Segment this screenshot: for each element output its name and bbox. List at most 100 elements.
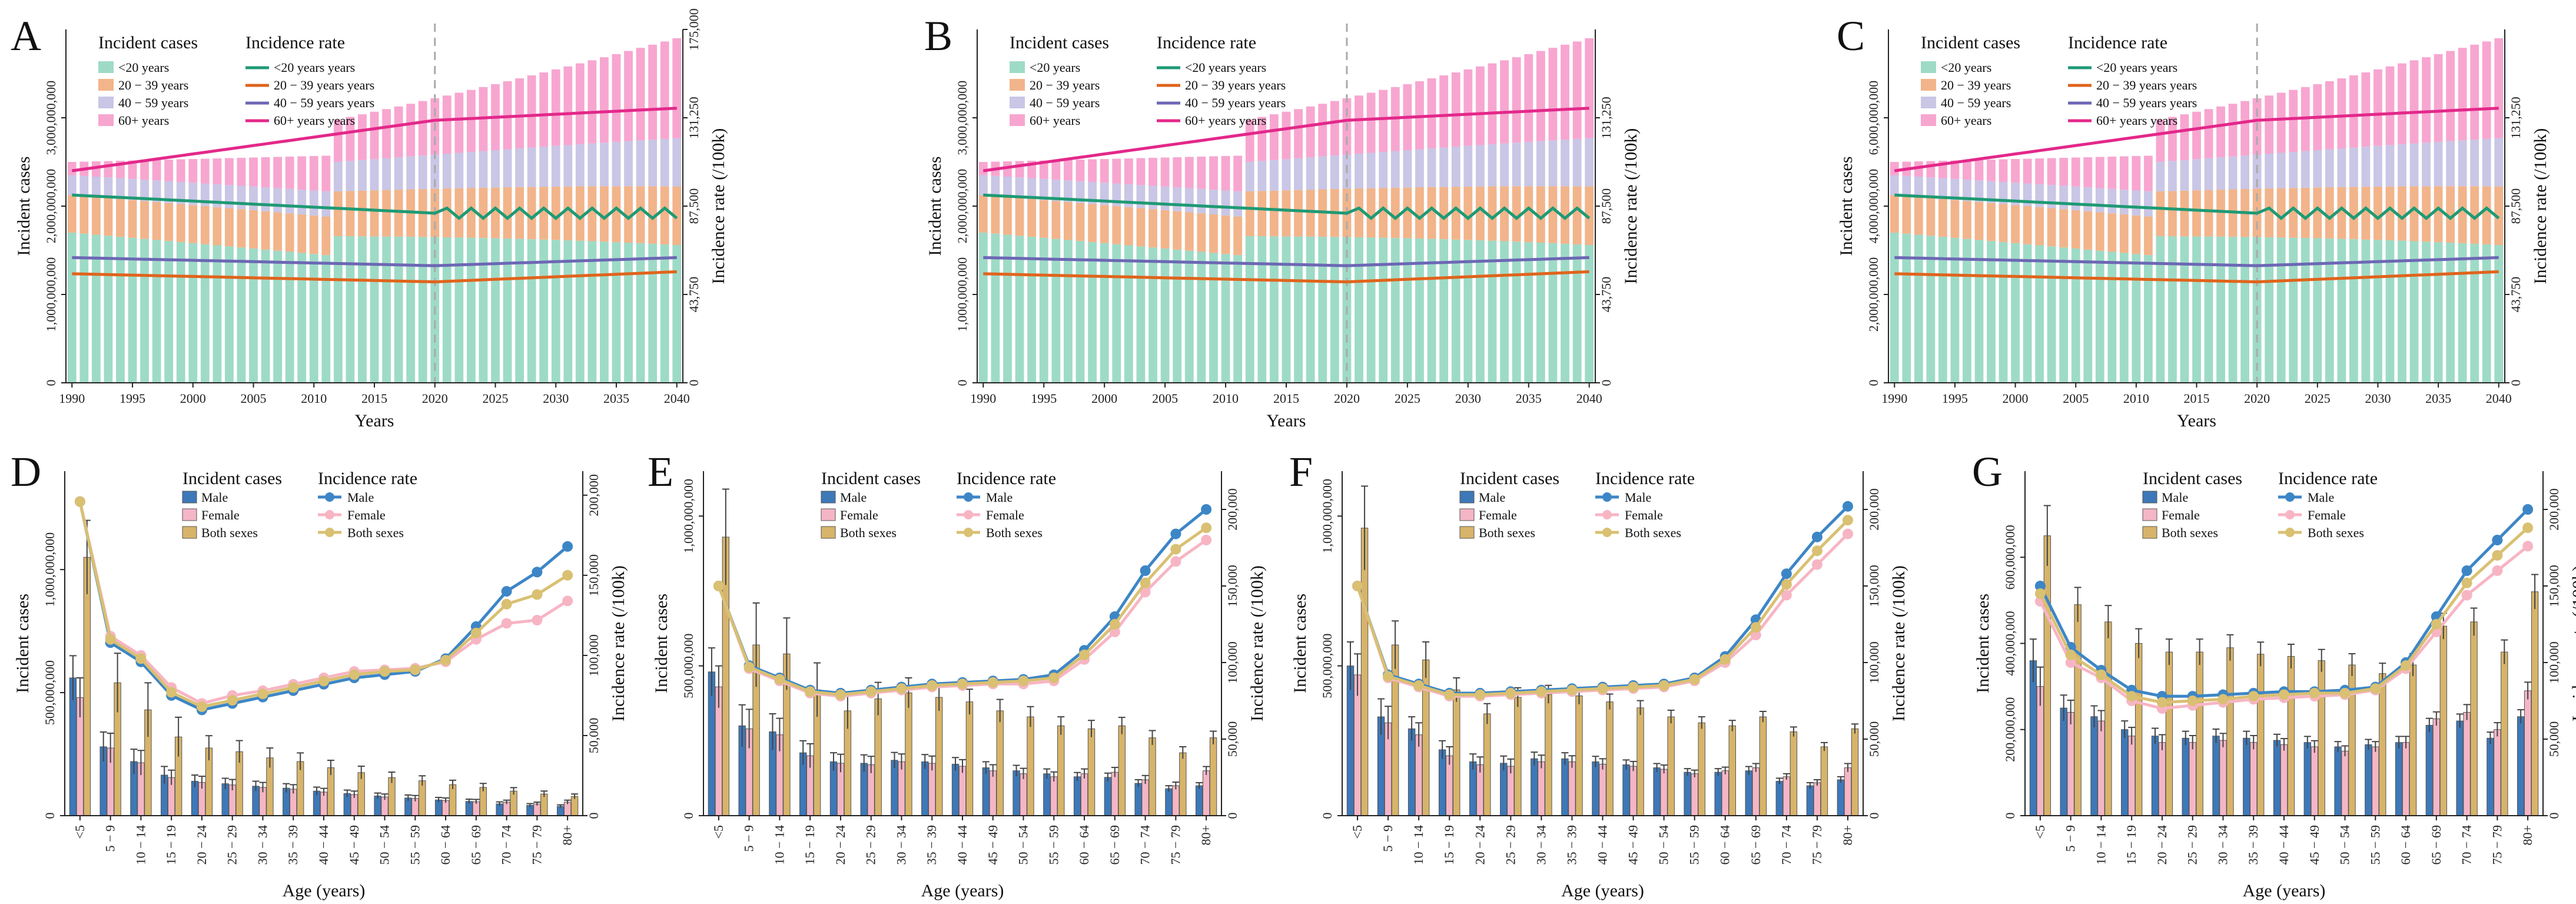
bar-60p <box>1257 117 1267 161</box>
bar-u20 <box>1561 243 1569 383</box>
x-tick-label: <5 <box>1350 825 1365 839</box>
bar-20-39 <box>1366 188 1376 238</box>
bar-20-39 <box>1488 186 1497 241</box>
bar-40-59 <box>515 148 524 187</box>
rate-point <box>1781 568 1792 580</box>
bar-20-39 <box>116 198 125 237</box>
x-tick-label: 55 − 59 <box>2368 825 2382 865</box>
bar-female <box>2432 718 2441 816</box>
bar-u20 <box>1548 243 1558 383</box>
x-tick-label: 2025 <box>2305 391 2331 406</box>
bar-both <box>479 787 487 816</box>
legend-marker <box>2285 528 2295 537</box>
bar-20-39 <box>2337 187 2346 239</box>
bar-20-39 <box>2265 188 2274 237</box>
rate-point <box>318 675 329 687</box>
bar-20-39 <box>152 202 161 240</box>
bar-u20 <box>1075 241 1085 383</box>
bar-female <box>1844 767 1852 816</box>
y-tick-label: 500,000,000 <box>42 660 57 725</box>
bar-60p <box>91 161 101 177</box>
x-tick-label: 60 − 64 <box>1077 825 1091 865</box>
bar-60p <box>1974 160 1984 181</box>
bar-60p <box>333 119 343 162</box>
bar-u20 <box>1257 236 1267 383</box>
bar-both <box>1820 746 1828 816</box>
rate-point <box>1018 675 1029 687</box>
x-tick-label: 5 − 9 <box>2063 825 2078 852</box>
bar-60p <box>213 158 222 184</box>
rate-point <box>1170 556 1181 567</box>
bar-40-59 <box>1282 159 1291 191</box>
bar-60p <box>978 162 988 175</box>
bar-20-39 <box>1390 187 1400 239</box>
panel-letter: C <box>1837 12 1865 59</box>
y2-tick-label: 0 <box>2547 813 2561 819</box>
legend-swatch <box>98 61 114 73</box>
x-tick-label: 2040 <box>664 391 690 406</box>
bar-60p <box>1245 119 1254 162</box>
bar-60p <box>2192 111 2201 160</box>
bar-60p <box>1051 160 1061 180</box>
bar-60p <box>454 92 464 153</box>
bar-40-59 <box>466 151 476 188</box>
bar-female <box>2494 729 2501 816</box>
bar-40-59 <box>237 186 246 210</box>
rate-point <box>1170 528 1181 539</box>
bar-both <box>1179 752 1187 816</box>
bar-40-59 <box>1938 178 1947 199</box>
bar-both <box>2165 651 2173 816</box>
bar-male <box>2151 736 2159 816</box>
bar-40-59 <box>1950 178 1960 200</box>
bar-u20 <box>1415 239 1424 383</box>
bar-40-59 <box>1403 150 1412 188</box>
y2-tick-label: 150,000 <box>1867 565 1881 607</box>
y2-tick-label: 0 <box>686 380 701 386</box>
bar-20-39 <box>2023 206 2032 244</box>
legend-label: Both sexes <box>2162 525 2218 540</box>
x-tick-label: 2000 <box>1091 391 1117 406</box>
bar-u20 <box>2301 238 2310 383</box>
rate-point <box>196 701 207 712</box>
x-tick-label: 50 − 54 <box>1016 825 1031 865</box>
rate-point <box>1475 689 1486 700</box>
bar-male <box>1714 771 1722 816</box>
rate-point <box>865 686 877 697</box>
bar-60p <box>2361 72 2371 147</box>
legend-marker <box>1602 492 1612 502</box>
rate-point <box>1413 680 1425 691</box>
bar-60p <box>261 157 270 188</box>
rate-point <box>2065 650 2076 660</box>
rate-point <box>2248 691 2259 702</box>
legend-label: Both sexes <box>201 525 258 540</box>
legend-title-rate: Incidence rate <box>318 469 417 488</box>
legend-swatch <box>2142 491 2157 504</box>
bar-u20 <box>1890 233 1899 383</box>
legend-label: Male <box>986 490 1013 505</box>
legend-marker <box>1602 528 1612 537</box>
x-tick-label: 1995 <box>1031 391 1057 406</box>
bar-20-39 <box>346 191 355 237</box>
x-axis-title: Age (years) <box>283 881 366 900</box>
bar-60p <box>418 101 427 156</box>
bar-male <box>2060 707 2067 816</box>
bar-20-39 <box>2011 205 2020 243</box>
bar-20-39 <box>1512 186 1521 242</box>
y-tick-label: 500,000,000 <box>1320 634 1335 698</box>
bar-60p <box>1488 63 1497 144</box>
bar-60p <box>1439 75 1449 148</box>
bar-u20 <box>648 243 658 383</box>
bar-60p <box>1197 156 1206 189</box>
rate-point <box>957 678 968 690</box>
bar-u20 <box>164 241 174 383</box>
bar-female <box>1660 769 1668 816</box>
bar-40-59 <box>503 149 512 188</box>
bar-20-39 <box>2313 187 2322 239</box>
bar-u20 <box>515 239 524 383</box>
bar-u20 <box>2361 239 2371 383</box>
bar-u20 <box>333 236 343 383</box>
x-tick-label: 2015 <box>1273 391 1299 406</box>
bar-40-59 <box>1987 181 1996 203</box>
bar-male <box>1438 749 1446 816</box>
bar-60p <box>2023 158 2032 184</box>
